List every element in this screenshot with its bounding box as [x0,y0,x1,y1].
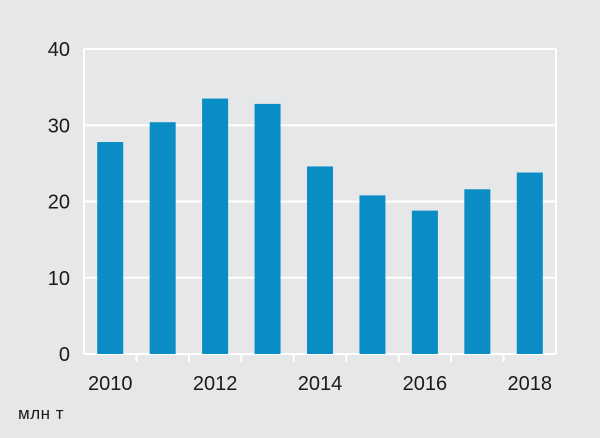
y-tick-label: 40 [48,39,70,61]
x-tick-label: 2018 [508,373,553,395]
bar-2018 [516,172,543,354]
x-tick-label: 2016 [403,373,448,395]
y-tick-label: 30 [48,115,70,137]
bar-2010 [97,142,124,354]
bar-2014 [307,166,333,354]
x-tick-label: 2014 [298,373,343,395]
x-axis-labels: 2010 2012 2014 2016 2018 [88,373,552,395]
bar-chart: 0 10 20 30 40 2010 2012 2014 2016 2018 [48,39,557,395]
y-tick-label: 0 [59,344,70,366]
unit-label: млн т [18,404,65,423]
x-tick-label: 2012 [193,373,238,395]
bar-2011 [149,122,176,354]
bar-2017 [464,189,491,354]
bar-2013 [254,103,281,355]
x-axis-ticks [135,354,505,362]
bar-2015 [359,195,386,354]
x-tick-label: 2010 [88,373,133,395]
y-axis-labels: 0 10 20 30 40 [48,39,70,366]
bars [97,98,543,355]
bar-2012 [202,98,229,354]
bar-2016 [411,210,438,354]
y-tick-label: 10 [48,268,70,290]
y-tick-label: 20 [48,192,70,214]
